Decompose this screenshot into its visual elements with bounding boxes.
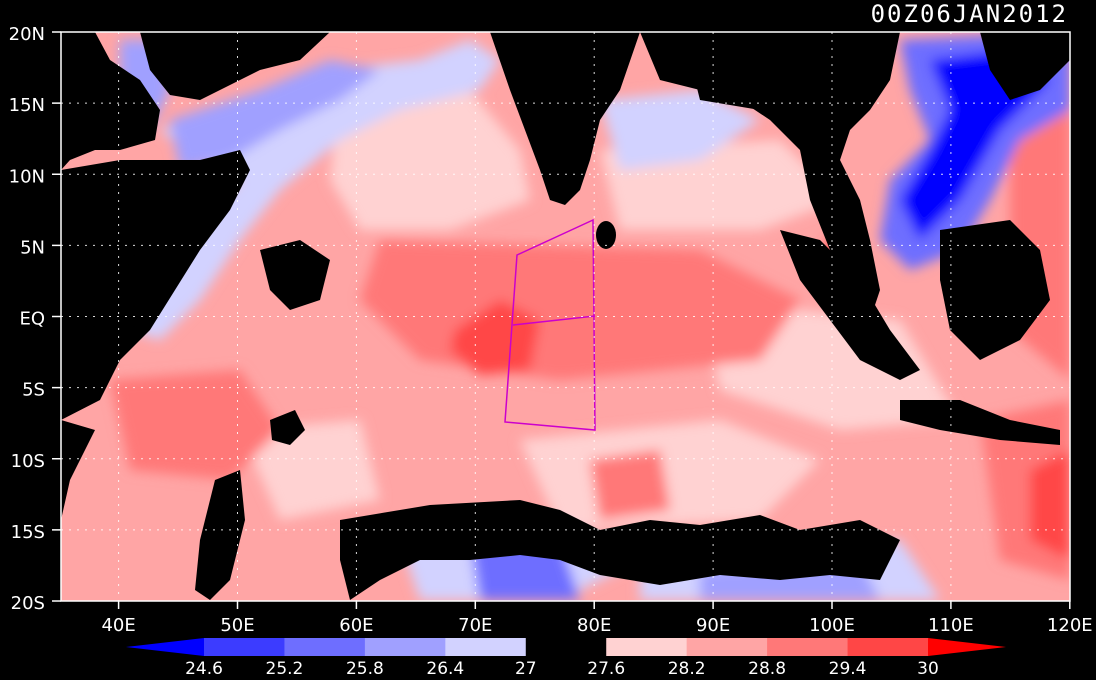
lon-tick-label: 110E xyxy=(928,615,974,636)
colorbar-label: 24.6 xyxy=(185,659,223,679)
colorbar-arrow-low xyxy=(126,638,204,656)
colorbar-labels: 24.6 25.2 25.8 26.4 27 27.6 28.2 28.8 29.4 30 xyxy=(185,659,939,679)
lon-tick-label: 40E xyxy=(101,615,135,636)
africa-coast xyxy=(61,420,95,520)
lat-tick-label: 10N xyxy=(9,166,45,187)
cold-band-south xyxy=(340,500,900,600)
lat-tick-label: EQ xyxy=(19,309,45,330)
lon-tick-label: 90E xyxy=(696,615,730,636)
lat-tick-label: 15S xyxy=(11,522,45,543)
sst-zone-cool xyxy=(600,90,760,170)
south-china-land xyxy=(980,32,1070,100)
madagascar-land xyxy=(195,470,245,600)
map-title: 00Z06JAN2012 xyxy=(871,0,1068,28)
region-outline xyxy=(504,218,596,431)
map-plot-area xyxy=(61,32,1070,601)
lat-tick-label: 5S xyxy=(22,380,45,401)
colorbar-segment xyxy=(767,638,849,656)
arabia-land xyxy=(61,32,160,170)
below-threshold-patch xyxy=(270,410,305,445)
longitude-axis: 40E 50E 60E 70E 80E 90E 100E 110E 120E xyxy=(101,601,1093,636)
sst-field xyxy=(110,35,1070,600)
map-grid xyxy=(61,32,1070,601)
colorbar-label: 27.6 xyxy=(587,659,625,679)
sst-zone-light xyxy=(330,90,530,230)
lat-tick-label: 15N xyxy=(9,95,45,116)
colorbar-label: 29.4 xyxy=(829,659,867,679)
colorbar xyxy=(126,638,1006,656)
indochina-land xyxy=(640,32,900,320)
colorbar-label: 28.2 xyxy=(668,659,706,679)
sri-lanka-land xyxy=(596,221,616,249)
lat-tick-label: 20N xyxy=(9,24,45,45)
lon-tick-label: 100E xyxy=(809,615,855,636)
sst-zone-cool xyxy=(170,60,380,170)
sst-zone-warm xyxy=(110,370,280,480)
lat-tick-label: 5N xyxy=(20,237,45,258)
colorbar-label: 30 xyxy=(917,659,939,679)
below-threshold-patch xyxy=(690,50,790,110)
sumatra-land xyxy=(780,230,920,380)
sst-zone-light xyxy=(240,420,380,520)
lon-tick-label: 120E xyxy=(1047,615,1093,636)
region-divider xyxy=(512,315,596,326)
india-land xyxy=(490,32,640,205)
colorbar-label: 25.2 xyxy=(266,659,304,679)
colorbar-segment xyxy=(445,638,527,656)
colorbar-segment xyxy=(606,638,688,656)
sst-zone-hot xyxy=(1030,450,1070,560)
sst-zone-hot xyxy=(450,300,540,375)
land-masses xyxy=(61,32,1070,600)
colorbar-segment xyxy=(204,638,285,656)
africa-land xyxy=(61,150,250,420)
lon-tick-label: 70E xyxy=(458,615,492,636)
lon-tick-label: 60E xyxy=(339,615,373,636)
lat-tick-label: 20S xyxy=(11,593,45,614)
arabian-peninsula xyxy=(140,32,330,100)
colorbar-label: 26.4 xyxy=(426,659,464,679)
colorbar-arrow-high xyxy=(928,638,1006,656)
below-threshold-patch xyxy=(260,240,330,310)
colorbar-label: 28.8 xyxy=(748,659,786,679)
sst-zone-warm xyxy=(590,450,670,520)
colorbar-segment xyxy=(686,638,768,656)
colorbar-label: 25.8 xyxy=(346,659,384,679)
borneo-land xyxy=(940,220,1050,360)
region-polygon xyxy=(504,218,596,431)
colorbar-label: 27 xyxy=(515,659,537,679)
java-land xyxy=(900,400,1060,445)
colorbar-segment xyxy=(525,638,607,656)
lon-tick-label: 50E xyxy=(220,615,254,636)
colorbar-segment xyxy=(847,638,929,656)
colorbar-segment xyxy=(284,638,366,656)
latitude-axis: 20N 15N 10N 5N EQ 5S 10S 15S 20S xyxy=(9,24,61,614)
lon-tick-label: 80E xyxy=(577,615,611,636)
colorbar-segment xyxy=(364,638,446,656)
sst-zone-light xyxy=(520,420,820,530)
lat-tick-label: 10S xyxy=(11,451,45,472)
